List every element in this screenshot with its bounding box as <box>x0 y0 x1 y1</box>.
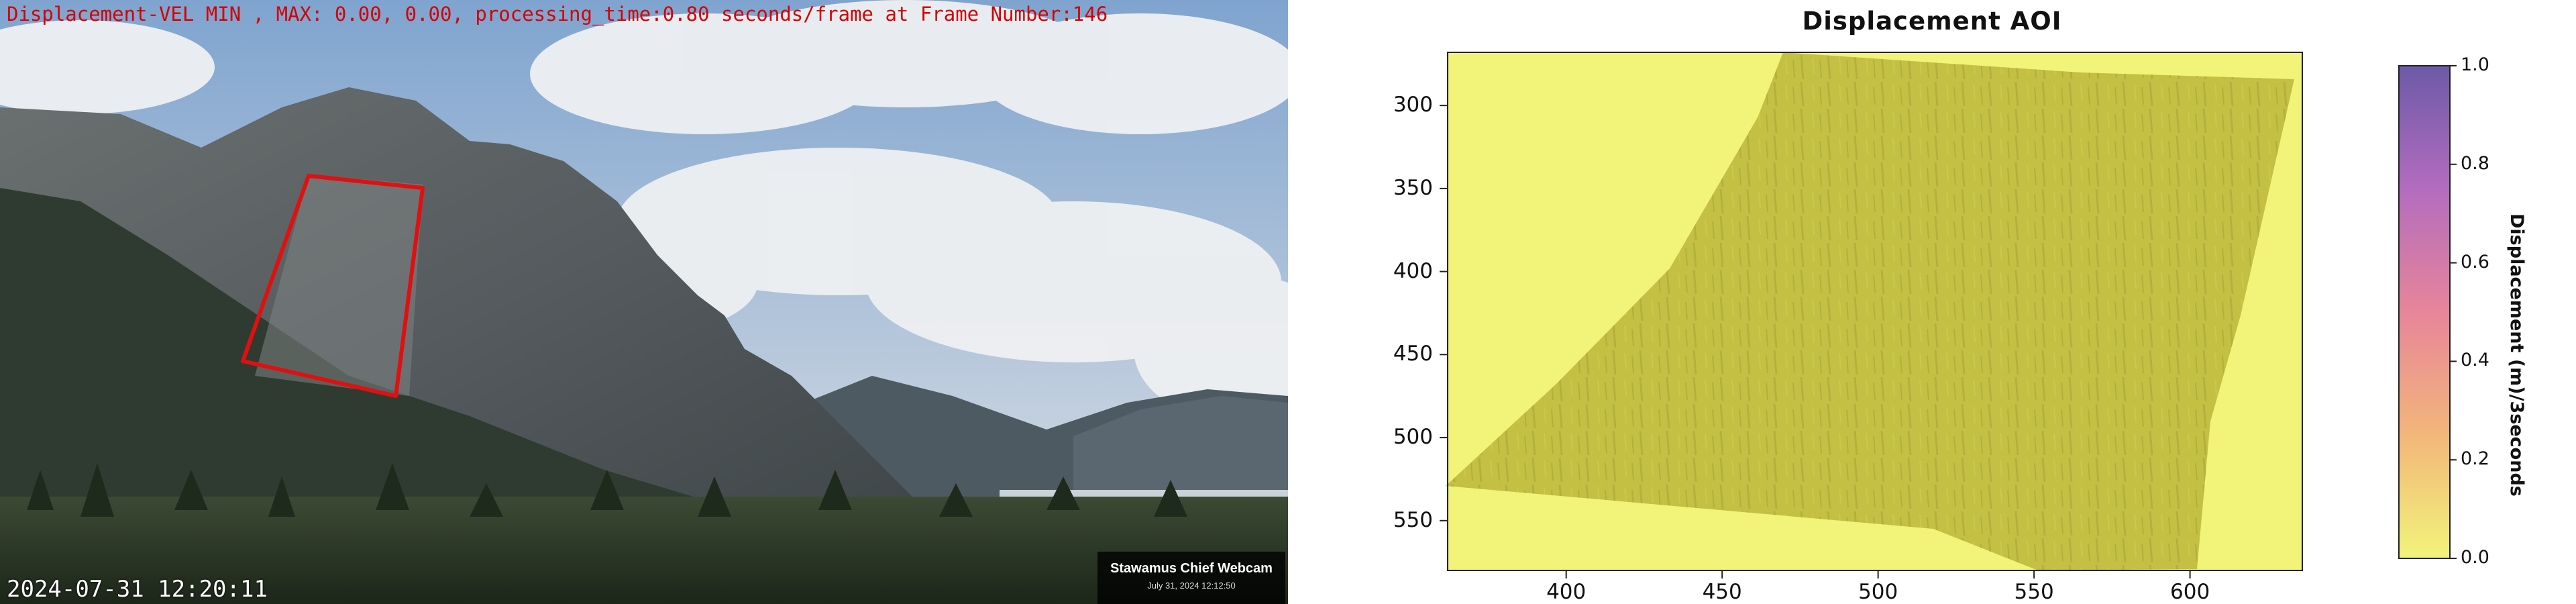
colorbar-label: Displacement (m)/3seconds <box>2506 213 2527 497</box>
colorbar-tick-label: 0.2 <box>2461 448 2489 470</box>
x-tick-label: 550 <box>2014 580 2054 604</box>
displacement-plot <box>1440 52 2457 578</box>
y-tick-label: 500 <box>1393 425 1433 450</box>
y-tick-label: 350 <box>1393 175 1433 200</box>
y-tick-label: 400 <box>1393 258 1433 283</box>
forest <box>0 497 1288 604</box>
webcam-badge-title: Stawamus Chief Webcam <box>1110 561 1273 576</box>
y-tick-label: 300 <box>1393 93 1433 117</box>
colorbar-tick-label: 0.8 <box>2461 152 2489 174</box>
timestamp: 2024-07-31 12:20:11 <box>7 576 268 603</box>
y-tick-label: 450 <box>1393 342 1433 366</box>
webcam-badge-date: July 31, 2024 12:12:50 <box>1147 581 1236 591</box>
plot-title: Displacement AOI <box>1802 7 2062 36</box>
colorbar <box>2398 65 2451 559</box>
x-tick-label: 600 <box>2170 580 2210 604</box>
x-tick-label: 450 <box>1702 580 1742 604</box>
plot-frame <box>1447 52 2303 571</box>
webcam-image <box>0 0 1288 604</box>
webcam-badge: Stawamus Chief Webcam July 31, 2024 12:1… <box>1097 552 1285 604</box>
x-tick-label: 400 <box>1546 580 1587 604</box>
overlay-title: Displacement-VEL MIN , MAX: 0.00, 0.00, … <box>7 3 1108 26</box>
y-tick-label: 550 <box>1393 507 1433 532</box>
plot-panel: Displacement AOI 300 350 400 450 500 550 400 4… <box>1288 0 2576 604</box>
colorbar-tick-label: 0.0 <box>2461 547 2489 568</box>
colorbar-tick-label: 0.6 <box>2461 251 2489 272</box>
x-tick-label: 500 <box>1858 580 1898 604</box>
colorbar-tick-label: 1.0 <box>2461 54 2489 75</box>
aoi-outline <box>241 174 425 398</box>
colorbar-tick-label: 0.4 <box>2461 350 2489 371</box>
webcam-panel: Displacement-VEL MIN , MAX: 0.00, 0.00, … <box>0 0 1288 604</box>
